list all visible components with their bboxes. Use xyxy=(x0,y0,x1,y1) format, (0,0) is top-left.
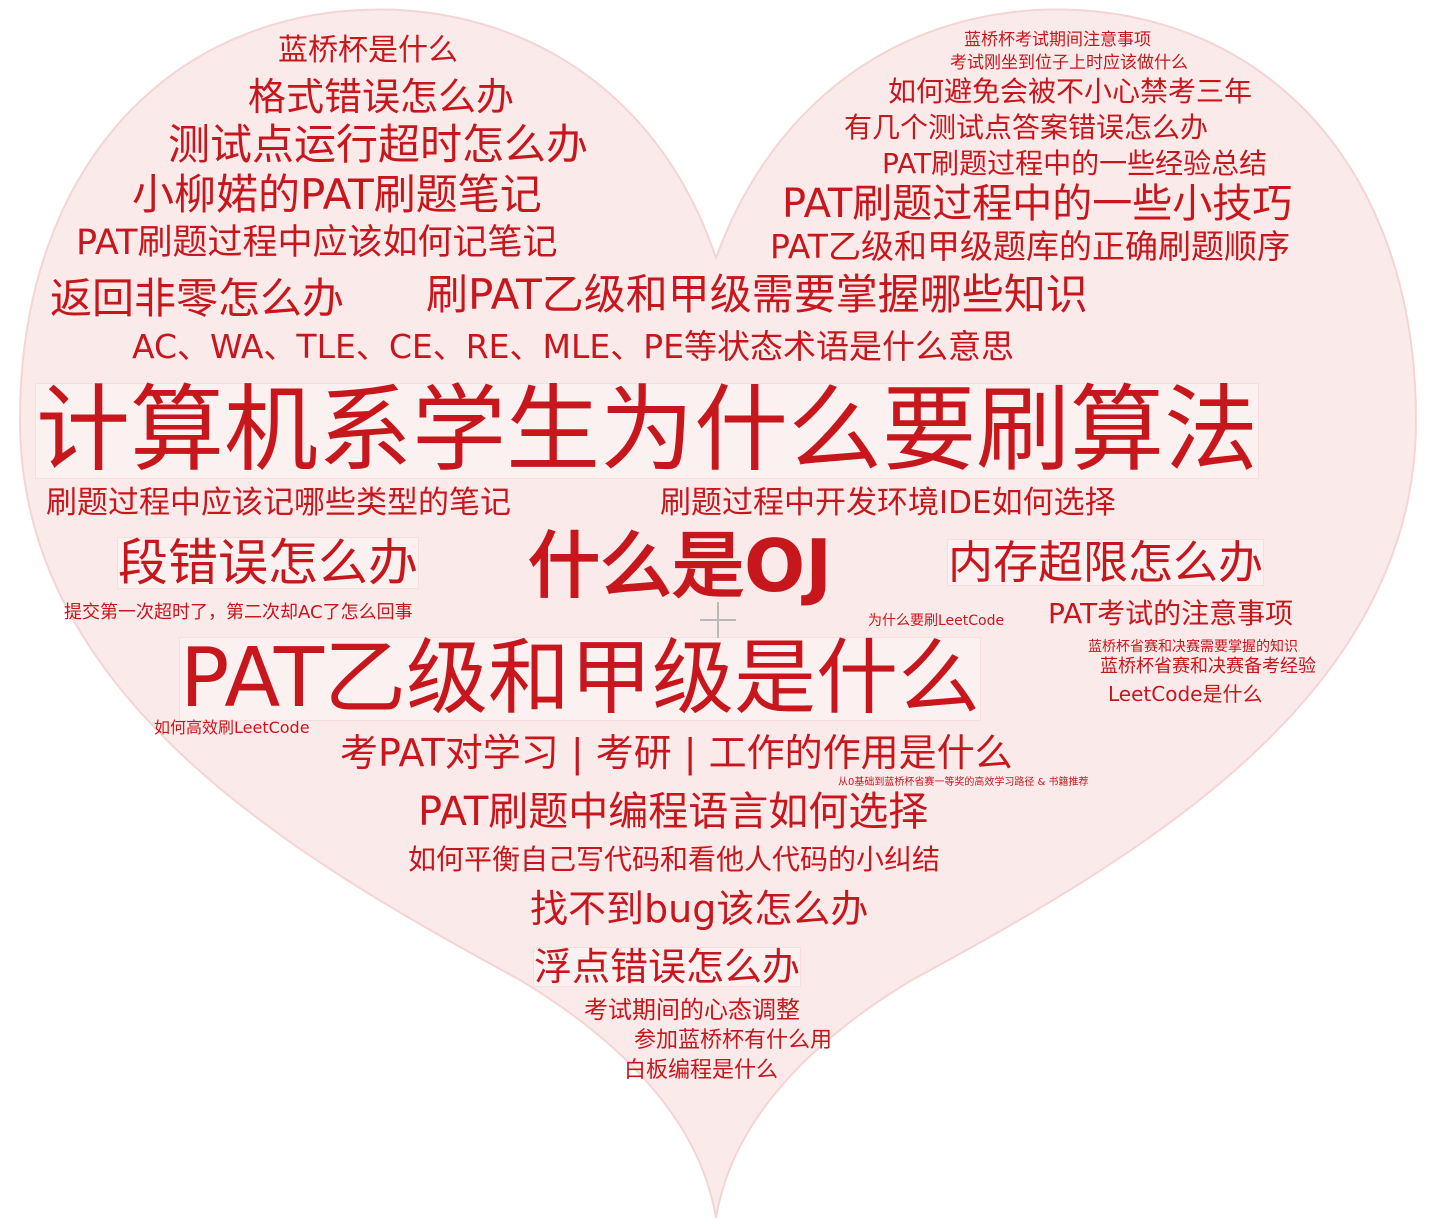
topic-link[interactable]: 段错误怎么办 xyxy=(117,534,419,592)
topic-link[interactable]: 为什么要刷LeetCode xyxy=(868,613,1005,629)
crosshair-cursor-icon xyxy=(700,602,736,638)
topic-link[interactable]: 蓝桥杯省赛和决赛需要掌握的知识 xyxy=(1088,639,1298,655)
topic-link[interactable]: 刷题过程中开发环境IDE如何选择 xyxy=(660,485,1116,521)
topic-link[interactable]: 如何平衡自己写代码和看他人代码的小纠结 xyxy=(408,843,941,876)
topic-link[interactable]: LeetCode是什么 xyxy=(1108,682,1263,706)
topic-link[interactable]: PAT刷题过程中应该如何记笔记 xyxy=(76,223,558,263)
topic-link[interactable]: 考试期间的心态调整 xyxy=(584,996,800,1024)
topic-link[interactable]: AC、WA、TLE、CE、RE、MLE、PE等状态术语是什么意思 xyxy=(132,327,1014,366)
topic-link[interactable]: 蓝桥杯省赛和决赛备考经验 xyxy=(1100,656,1316,677)
topic-link[interactable]: PAT乙级和甲级是什么 xyxy=(178,631,982,726)
topic-link[interactable]: 考PAT对学习 | 考研 | 工作的作用是什么 xyxy=(340,731,1013,775)
topic-link[interactable]: 白板编程是什么 xyxy=(624,1058,779,1083)
topic-link[interactable]: 如何避免会被不小心禁考三年 xyxy=(888,75,1253,108)
topic-link[interactable]: 如何高效刷LeetCode xyxy=(154,718,310,737)
topic-link[interactable]: 考试刚坐到位子上时应该做什么 xyxy=(950,53,1188,73)
topic-link[interactable]: 计算机系学生为什么要刷算法 xyxy=(34,376,1260,485)
topic-link[interactable]: 浮点错误怎么办 xyxy=(532,945,802,989)
topic-link[interactable]: 测试点运行超时怎么办 xyxy=(168,120,589,169)
topic-link[interactable]: 什么是OJ xyxy=(528,524,832,608)
topic-link[interactable]: 提交第一次超时了，第二次却AC了怎么回事 xyxy=(64,602,413,623)
topic-link[interactable]: PAT乙级和甲级题库的正确刷题顺序 xyxy=(770,227,1290,266)
topic-link[interactable]: 找不到bug该怎么办 xyxy=(530,887,869,931)
topic-link[interactable]: PAT刷题过程中的一些小技巧 xyxy=(782,181,1293,227)
topic-link[interactable]: PAT考试的注意事项 xyxy=(1048,597,1294,630)
topic-link[interactable]: 内存超限怎么办 xyxy=(946,536,1265,589)
topic-link[interactable]: 格式错误怎么办 xyxy=(248,75,515,119)
topic-link[interactable]: 有几个测试点答案错误怎么办 xyxy=(844,111,1209,144)
topic-link[interactable]: 返回非零怎么办 xyxy=(50,274,345,323)
topic-link[interactable]: 蓝桥杯是什么 xyxy=(278,33,458,68)
topic-link[interactable]: 刷PAT乙级和甲级需要掌握哪些知识 xyxy=(426,270,1088,319)
topic-link[interactable]: 从0基础到蓝桥杯省赛一等奖的高效学习路径 & 书籍推荐 xyxy=(838,777,1089,788)
topic-link[interactable]: PAT刷题中编程语言如何选择 xyxy=(418,789,929,835)
topic-link[interactable]: 小柳婼的PAT刷题笔记 xyxy=(132,170,542,219)
topic-link[interactable]: PAT刷题过程中的一些经验总结 xyxy=(882,147,1268,180)
topic-link[interactable]: 参加蓝桥杯有什么用 xyxy=(634,1028,833,1053)
topic-link[interactable]: 刷题过程中应该记哪些类型的笔记 xyxy=(46,485,511,521)
topic-link[interactable]: 蓝桥杯考试期间注意事项 xyxy=(964,30,1151,50)
